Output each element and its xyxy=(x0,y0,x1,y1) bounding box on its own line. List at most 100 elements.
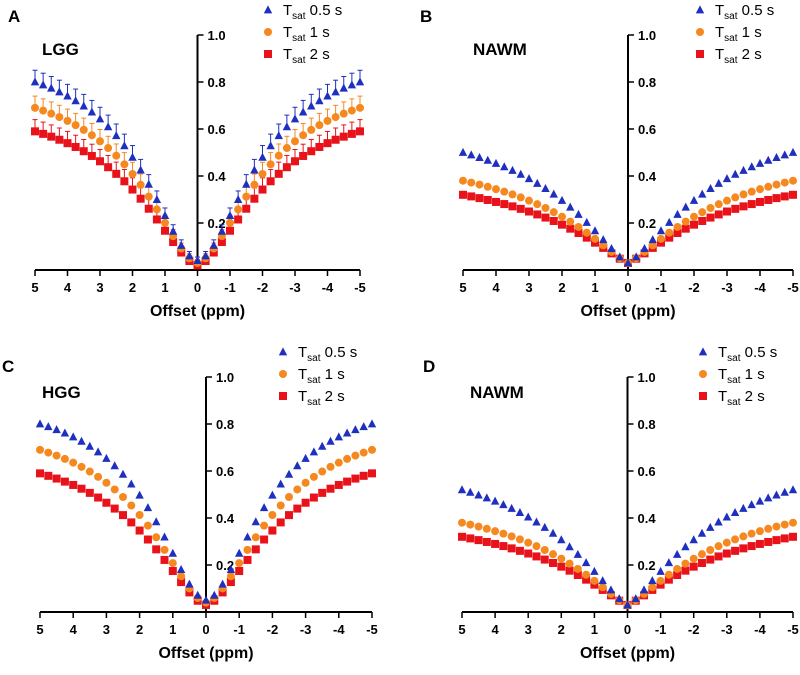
data-point xyxy=(135,526,144,535)
data-point xyxy=(323,139,332,148)
x-tick-label: 3 xyxy=(525,280,532,295)
data-point xyxy=(640,244,649,253)
data-point xyxy=(71,121,80,130)
x-tick-label: 2 xyxy=(136,622,143,637)
x-tick-label: -5 xyxy=(787,622,799,637)
data-point xyxy=(508,165,517,174)
data-point xyxy=(185,588,194,597)
data-point xyxy=(87,151,96,160)
data-point xyxy=(71,96,80,105)
data-point xyxy=(103,122,113,131)
data-point xyxy=(168,566,177,575)
data-point xyxy=(747,200,756,209)
data-point xyxy=(507,532,516,541)
data-point xyxy=(291,157,299,166)
data-point xyxy=(689,554,698,563)
x-tick-label: 2 xyxy=(129,280,136,295)
data-point xyxy=(226,578,235,587)
legend-entry: Tsat 1 s xyxy=(715,24,762,44)
data-point xyxy=(566,217,575,226)
data-point xyxy=(44,422,53,431)
data-point xyxy=(266,177,275,186)
data-point xyxy=(152,533,161,542)
data-point xyxy=(681,566,690,575)
data-point xyxy=(755,496,765,505)
data-point xyxy=(351,425,360,434)
x-axis-title: Offset (ppm) xyxy=(158,645,253,662)
data-point xyxy=(648,241,657,250)
data-point xyxy=(590,226,600,235)
data-point xyxy=(739,544,748,553)
data-point xyxy=(127,479,136,488)
data-point xyxy=(458,518,466,527)
data-point xyxy=(623,600,632,609)
data-point xyxy=(209,240,218,249)
data-point xyxy=(31,127,39,136)
data-point xyxy=(193,590,202,599)
data-point xyxy=(524,174,534,183)
x-tick-label: -2 xyxy=(688,280,700,295)
data-point xyxy=(347,80,357,89)
data-point xyxy=(359,422,368,431)
data-point xyxy=(731,193,740,202)
data-point xyxy=(217,226,227,235)
data-point xyxy=(566,202,575,211)
y-tick-label: 0.2 xyxy=(638,558,656,573)
data-point xyxy=(104,163,113,172)
y-tick-label: 0.6 xyxy=(208,122,226,137)
data-point xyxy=(540,522,549,531)
data-point xyxy=(226,218,234,227)
data-point xyxy=(673,571,682,580)
data-point xyxy=(458,147,468,156)
data-point xyxy=(235,566,244,575)
data-point xyxy=(590,576,599,585)
data-point xyxy=(598,583,607,592)
legend-marker xyxy=(278,347,288,356)
series-0 xyxy=(457,485,798,609)
legend-entry: Tsat 1 s xyxy=(283,24,330,44)
data-point xyxy=(639,585,649,594)
data-point xyxy=(789,518,797,527)
data-point xyxy=(79,147,88,156)
data-point xyxy=(574,209,583,218)
data-point xyxy=(266,160,275,169)
data-point xyxy=(540,555,549,564)
data-point xyxy=(697,558,706,567)
x-tick-label: -1 xyxy=(655,280,667,295)
data-point xyxy=(722,549,731,558)
data-point xyxy=(55,135,64,144)
data-point xyxy=(243,555,252,564)
data-point xyxy=(582,233,591,242)
data-point xyxy=(459,190,467,199)
data-point xyxy=(102,478,111,487)
data-point xyxy=(35,419,45,428)
data-point xyxy=(747,500,756,509)
data-point xyxy=(524,512,533,521)
data-point xyxy=(87,107,97,116)
data-point xyxy=(591,234,599,243)
x-tick-label: 1 xyxy=(591,280,598,295)
data-point xyxy=(747,529,756,538)
data-point xyxy=(143,521,152,530)
data-point xyxy=(242,179,251,188)
legend-entry: Tsat 0.5 s xyxy=(283,2,342,22)
data-point xyxy=(474,522,483,531)
data-point xyxy=(516,169,525,178)
data-point xyxy=(772,536,781,545)
series-1 xyxy=(36,445,376,607)
data-point xyxy=(731,204,740,213)
data-point xyxy=(307,125,316,134)
data-point xyxy=(38,80,48,89)
data-point xyxy=(284,469,294,478)
data-point xyxy=(533,210,542,219)
x-tick-label: -3 xyxy=(289,280,301,295)
data-point xyxy=(681,559,690,568)
data-point xyxy=(573,571,582,580)
data-point xyxy=(251,533,260,542)
data-point xyxy=(482,524,491,533)
data-point xyxy=(243,545,252,554)
data-point xyxy=(558,220,566,229)
data-point xyxy=(780,192,789,201)
x-tick-label: 2 xyxy=(558,622,565,637)
